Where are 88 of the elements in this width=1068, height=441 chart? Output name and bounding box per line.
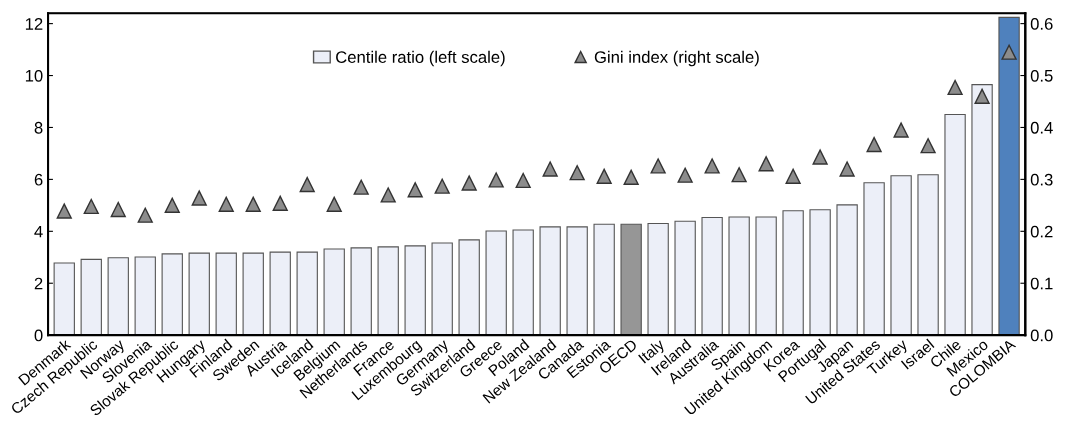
bar xyxy=(107,257,129,336)
point xyxy=(596,168,612,184)
point xyxy=(326,196,342,212)
bar xyxy=(404,245,426,336)
point xyxy=(650,158,666,174)
bar xyxy=(647,222,669,336)
point xyxy=(245,196,261,212)
bar xyxy=(728,216,750,336)
point xyxy=(110,201,126,218)
point xyxy=(947,79,963,96)
bar xyxy=(782,210,804,336)
point xyxy=(299,176,315,193)
bar xyxy=(620,223,642,336)
point xyxy=(56,203,72,219)
bar xyxy=(242,252,264,336)
y2-tick-label: 0.4 xyxy=(1030,121,1053,134)
bar xyxy=(215,252,237,336)
bar xyxy=(512,229,534,336)
y-tick-label: 6 xyxy=(34,173,43,186)
y-tick-label: 0 xyxy=(34,329,43,342)
y-tick-label: 2 xyxy=(34,277,43,290)
point xyxy=(191,190,207,206)
y2-tick-label: 0.1 xyxy=(1030,277,1053,290)
bar xyxy=(458,239,480,336)
y-tick-label: 12 xyxy=(25,18,43,30)
y-tick-label: 4 xyxy=(34,225,43,238)
point xyxy=(272,195,288,211)
point xyxy=(407,182,423,198)
point xyxy=(434,178,450,194)
point xyxy=(704,158,720,174)
bar xyxy=(944,113,966,336)
point xyxy=(920,137,936,154)
point xyxy=(893,122,909,138)
bar xyxy=(755,216,777,336)
point xyxy=(731,167,747,183)
bar xyxy=(134,256,156,336)
bar xyxy=(539,226,561,336)
point xyxy=(677,167,693,183)
point xyxy=(353,179,369,195)
legend-label: Centile ratio (left scale) xyxy=(336,50,505,67)
bar xyxy=(836,204,858,336)
point xyxy=(164,197,180,213)
point xyxy=(380,187,396,203)
point xyxy=(974,88,990,104)
point xyxy=(569,164,585,181)
y2-tick-label: 0.6 xyxy=(1030,18,1053,30)
bar xyxy=(350,247,372,336)
point xyxy=(839,161,855,177)
y2-tick-label: 0.5 xyxy=(1030,69,1053,82)
point xyxy=(758,156,774,172)
point xyxy=(866,136,882,153)
bar xyxy=(809,209,831,336)
bar xyxy=(431,242,453,336)
bar xyxy=(296,251,318,336)
point xyxy=(785,168,801,184)
bar xyxy=(566,226,588,336)
bar xyxy=(998,16,1020,336)
bar xyxy=(188,252,210,336)
bar xyxy=(80,258,102,336)
bar xyxy=(269,251,291,336)
bar xyxy=(917,174,939,336)
bar xyxy=(863,182,885,336)
point xyxy=(83,198,99,215)
bar xyxy=(323,248,345,336)
y2-tick-label: 0.2 xyxy=(1030,225,1053,238)
point xyxy=(623,169,639,185)
point xyxy=(515,172,531,189)
point xyxy=(542,161,558,177)
bar xyxy=(674,220,696,336)
y2-tick-label: 0.3 xyxy=(1030,173,1053,186)
point xyxy=(461,175,477,191)
point xyxy=(488,172,504,188)
point xyxy=(218,196,234,212)
bar xyxy=(53,262,75,336)
bar xyxy=(593,223,615,336)
y-tick-label: 8 xyxy=(34,121,43,134)
legend-label: Gini index (right scale) xyxy=(594,50,759,67)
bar xyxy=(377,246,399,336)
bar xyxy=(701,216,723,336)
bar xyxy=(485,230,507,336)
bar xyxy=(890,175,912,336)
point xyxy=(1001,44,1017,60)
bar xyxy=(161,253,183,336)
y2-tick-label: 0.0 xyxy=(1030,329,1053,342)
point xyxy=(812,149,828,165)
bar xyxy=(971,84,993,336)
y-tick-label: 10 xyxy=(25,69,43,82)
point xyxy=(137,207,153,223)
